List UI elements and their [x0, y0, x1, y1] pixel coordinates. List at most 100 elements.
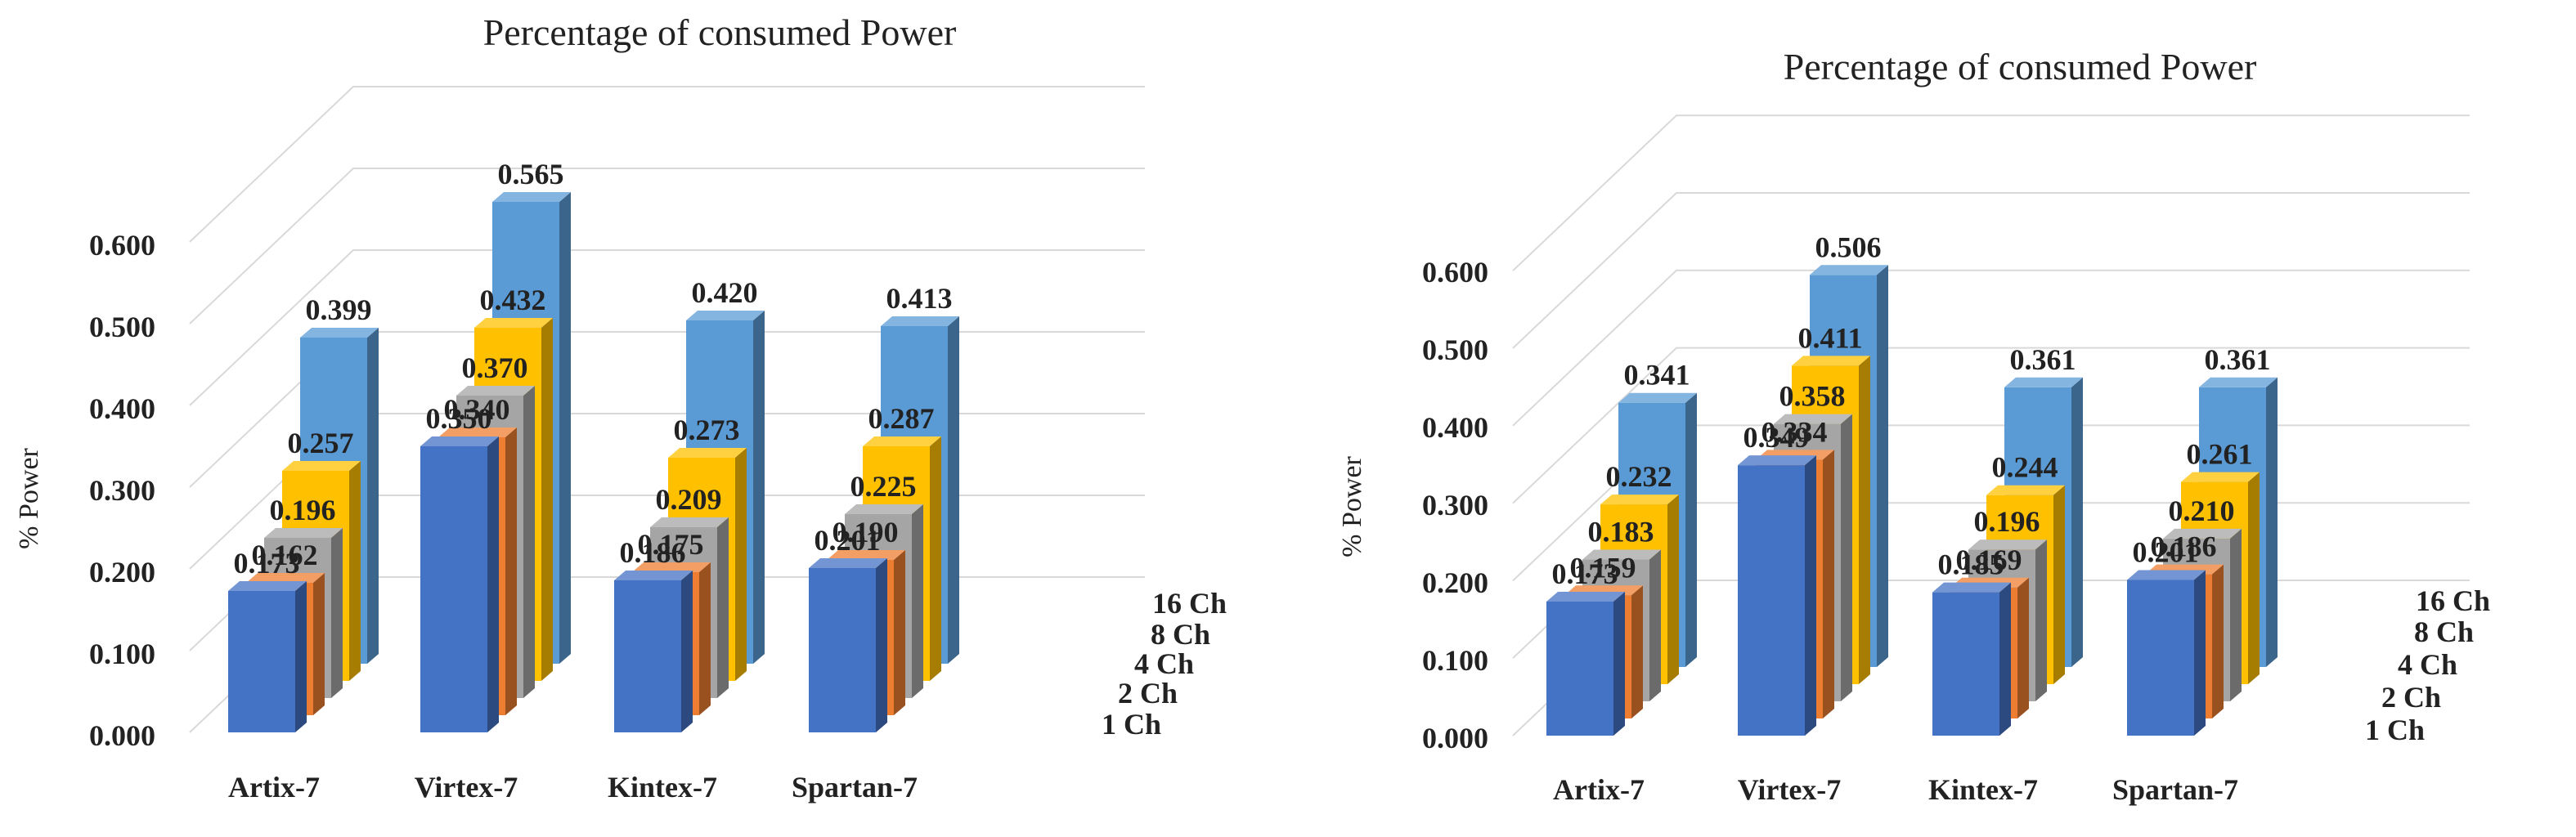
- y-tick-label: 0.300: [89, 474, 155, 507]
- bar-side: [2035, 539, 2047, 701]
- y-tick-label: 0.200: [89, 556, 155, 589]
- bar-side: [331, 528, 343, 698]
- bar-side: [2248, 472, 2260, 684]
- category-label: Kintex-7: [1928, 773, 2038, 806]
- bar-side: [1999, 582, 2011, 736]
- bar-side: [681, 571, 693, 732]
- chart-right: Percentage of consumed Power % Power 0.0…: [1337, 46, 2490, 806]
- bar-side: [2071, 377, 2083, 667]
- bar-side: [699, 562, 711, 715]
- data-label: 0.201: [815, 524, 881, 557]
- bar-side: [1685, 392, 1697, 667]
- bar-top: [2199, 377, 2278, 387]
- data-label: 0.190: [832, 516, 899, 548]
- bar-top: [1968, 539, 2047, 550]
- bar-1-ch-virtex-7: [420, 436, 499, 732]
- bar-top: [1738, 455, 1816, 466]
- bar-front: [420, 446, 487, 732]
- bar-top: [246, 573, 325, 583]
- chart-left: Percentage of consumed Power % Power 0.0…: [14, 11, 1227, 803]
- category-label: Artix-7: [228, 771, 320, 803]
- bar-top: [614, 571, 693, 580]
- category-label: Spartan-7: [792, 771, 918, 803]
- data-label: 0.432: [480, 284, 546, 316]
- y-tick-label: 0.600: [89, 229, 155, 262]
- bar-side: [295, 581, 307, 732]
- bar-top: [827, 550, 905, 560]
- data-label: 0.358: [1779, 380, 1846, 413]
- gridline: [189, 86, 1145, 243]
- bar-top: [1810, 265, 1888, 275]
- bar-top: [632, 562, 711, 572]
- bar-top: [1932, 582, 2011, 593]
- data-label: 0.196: [1974, 505, 2040, 538]
- category-label: Artix-7: [1553, 773, 1645, 806]
- bar-top: [1986, 485, 2065, 495]
- bar-side: [1667, 495, 1679, 684]
- depth-label: 4 Ch: [1134, 647, 1194, 680]
- bar-top: [845, 504, 923, 514]
- gridline: [1512, 347, 2470, 504]
- y-tick-label: 0.000: [1422, 722, 1488, 754]
- bar-front: [1738, 465, 1805, 736]
- bar-top: [300, 328, 379, 338]
- bar-1-ch-spartan-7: [2127, 570, 2206, 736]
- depth-label: 1 Ch: [2365, 714, 2425, 746]
- y-axis-label: % Power: [1337, 455, 1367, 557]
- y-tick-label: 0.100: [1422, 644, 1488, 677]
- bar-top: [1582, 549, 1661, 560]
- data-label: 0.175: [638, 528, 704, 561]
- bar-side: [2017, 577, 2029, 718]
- data-label: 0.413: [886, 282, 953, 315]
- data-label: 0.273: [674, 414, 740, 446]
- data-label: 0.169: [1956, 544, 2022, 576]
- depth-label: 16 Ch: [2416, 584, 2490, 617]
- data-label: 0.350: [426, 402, 492, 435]
- bar-1-ch-kintex-7: [614, 571, 693, 732]
- bar-top: [2181, 472, 2260, 482]
- bar-top: [686, 311, 765, 320]
- bar-front: [809, 568, 876, 732]
- y-tick-label: 0.000: [89, 719, 155, 752]
- y-tick-label: 0.400: [1422, 411, 1488, 444]
- depth-label: 2 Ch: [1118, 677, 1178, 709]
- data-label: 0.506: [1815, 231, 1882, 263]
- bar-side: [541, 318, 553, 681]
- bars: [228, 192, 959, 732]
- data-label: 0.244: [1992, 451, 2058, 484]
- data-label: 0.334: [1761, 415, 1828, 448]
- data-label: 0.225: [850, 470, 917, 503]
- data-label: 0.186: [620, 536, 686, 569]
- bar-top: [1618, 392, 1697, 403]
- bar-top: [1774, 414, 1852, 424]
- bar-top: [1792, 356, 1870, 366]
- bar-top: [863, 436, 941, 446]
- chart-title: Percentage of consumed Power: [483, 11, 957, 53]
- chart-title: Percentage of consumed Power: [1784, 46, 2257, 87]
- data-label: 0.420: [692, 276, 758, 309]
- bar-side: [2053, 485, 2065, 684]
- bar-top: [1600, 495, 1679, 505]
- bar-side: [2266, 377, 2278, 667]
- data-label: 0.565: [498, 158, 564, 190]
- bar-top: [474, 318, 553, 328]
- data-label: 0.411: [1797, 321, 1862, 354]
- bar-side: [1631, 585, 1643, 718]
- bar-side: [894, 550, 905, 715]
- bar-front: [614, 580, 681, 732]
- category-label: Kintex-7: [608, 771, 717, 803]
- bar-top: [809, 558, 887, 568]
- bar-side: [2212, 564, 2224, 718]
- bar-side: [2194, 570, 2206, 736]
- bar-1-ch-virtex-7: [1738, 455, 1816, 736]
- bar-side: [1613, 591, 1625, 736]
- y-tick-label: 0.300: [1422, 489, 1488, 521]
- data-label: 0.186: [2151, 530, 2217, 563]
- bar-top: [228, 581, 307, 591]
- y-tick-label: 0.400: [89, 392, 155, 425]
- bar-side: [1649, 549, 1661, 701]
- bar-top: [438, 427, 517, 437]
- y-tick-label: 0.100: [89, 638, 155, 670]
- data-label: 0.361: [2010, 343, 2076, 376]
- y-axis-ticks: 0.000 0.100 0.200 0.300 0.400 0.500 0.60…: [1422, 256, 1488, 754]
